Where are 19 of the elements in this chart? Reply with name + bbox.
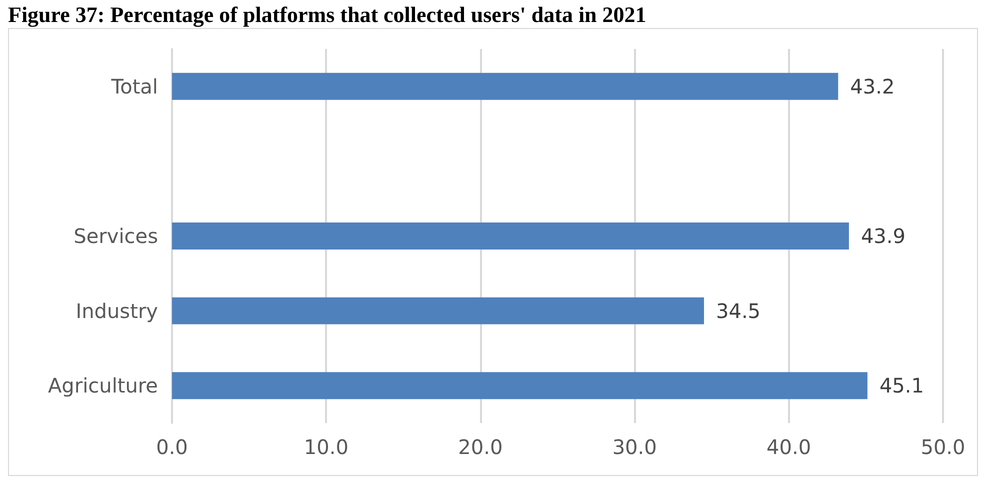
- chart-title: Figure 37: Percentage of platforms that collected users' data in 2021: [8, 2, 648, 28]
- bar: [172, 372, 868, 400]
- data-label: 43.2: [850, 74, 895, 98]
- data-label: 45.1: [879, 374, 924, 398]
- bar: [172, 297, 704, 324]
- bar: [172, 72, 838, 100]
- y-tick-label: Services: [74, 224, 158, 248]
- x-tick-label: 10.0: [304, 435, 348, 459]
- x-tick-label: 40.0: [766, 435, 812, 459]
- x-tick-label: 30.0: [612, 435, 657, 459]
- y-tick-label: Total: [110, 74, 158, 98]
- x-tick-label: 0.0: [156, 435, 188, 459]
- bar: [172, 222, 849, 250]
- x-tick-label: 50.0: [920, 435, 966, 459]
- y-tick-label: Agriculture: [48, 374, 158, 398]
- x-tick-label: 20.0: [458, 435, 503, 459]
- y-tick-label: Industry: [76, 298, 158, 323]
- data-label: 43.9: [860, 224, 906, 248]
- data-label: 34.5: [716, 298, 761, 323]
